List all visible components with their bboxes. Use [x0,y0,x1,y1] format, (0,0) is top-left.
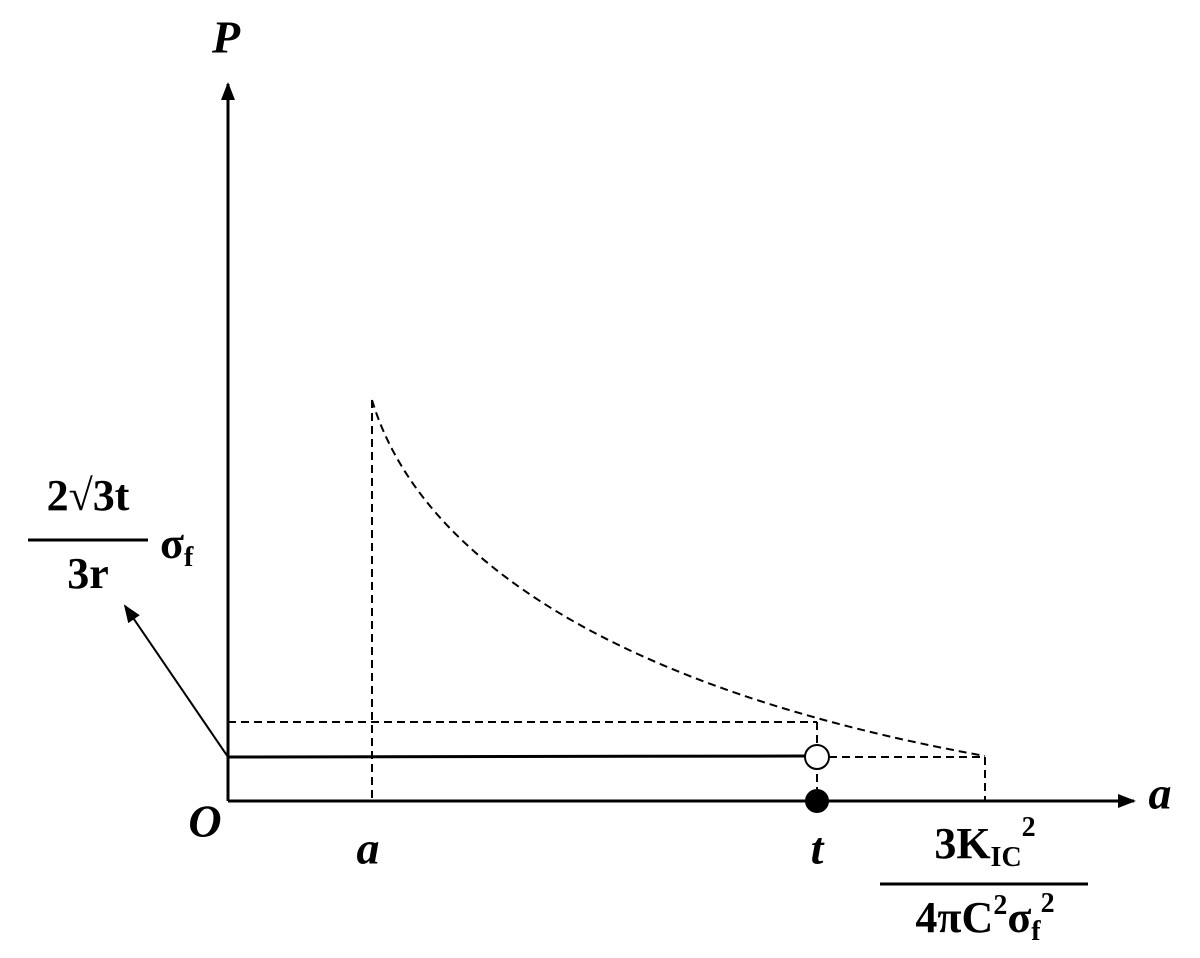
numerator: 3K [934,819,990,868]
level-line [227,754,806,759]
fraction-numerator: 2√3t [47,471,130,520]
subscript: IC [991,842,1022,873]
y-axis-label: P [211,12,241,63]
subscript: f [1031,916,1041,947]
pointer-arrow [123,604,229,758]
subscript: f [184,542,194,573]
sigma: σ [160,519,184,568]
fraction-numerator: 3KIC2 [934,812,1035,873]
origin-label: O [188,796,221,847]
x-axis-label: a [1149,768,1172,819]
tick-label: a [357,823,380,874]
open-point [804,744,830,770]
fraction-denominator: 3r [67,549,109,598]
superscript: 2 [1041,888,1055,919]
sigma: σ [1007,893,1031,942]
tick-label: t [811,823,825,874]
filled-point [805,789,829,813]
numerator: 2√3t [47,471,130,520]
superscript: 2 [993,890,1007,921]
superscript: 2 [1022,812,1036,843]
curve [371,399,986,757]
fraction-denominator: 4πC2σf2 [915,888,1054,947]
denominator: 4πC [915,893,993,942]
denominator: 3r [67,549,109,598]
sigma-label: σf [160,519,194,573]
